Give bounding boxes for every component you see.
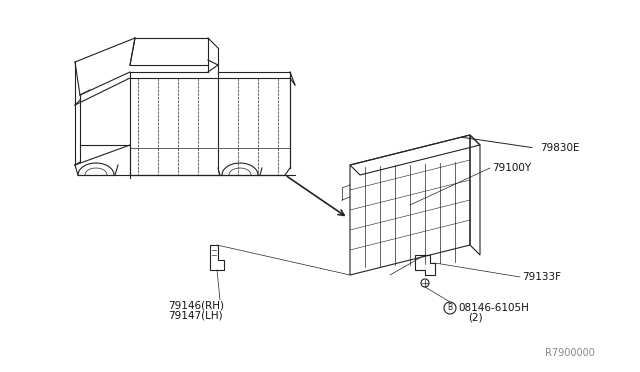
Text: (2): (2) bbox=[468, 313, 483, 323]
Text: 79830E: 79830E bbox=[540, 143, 579, 153]
Text: 79146(RH): 79146(RH) bbox=[168, 300, 224, 310]
Text: R7900000: R7900000 bbox=[545, 348, 595, 358]
Text: 79100Y: 79100Y bbox=[492, 163, 531, 173]
Text: B: B bbox=[447, 304, 452, 312]
Text: 79133F: 79133F bbox=[522, 272, 561, 282]
Text: 08146-6105H: 08146-6105H bbox=[458, 303, 529, 313]
Text: 79147(LH): 79147(LH) bbox=[168, 310, 223, 320]
